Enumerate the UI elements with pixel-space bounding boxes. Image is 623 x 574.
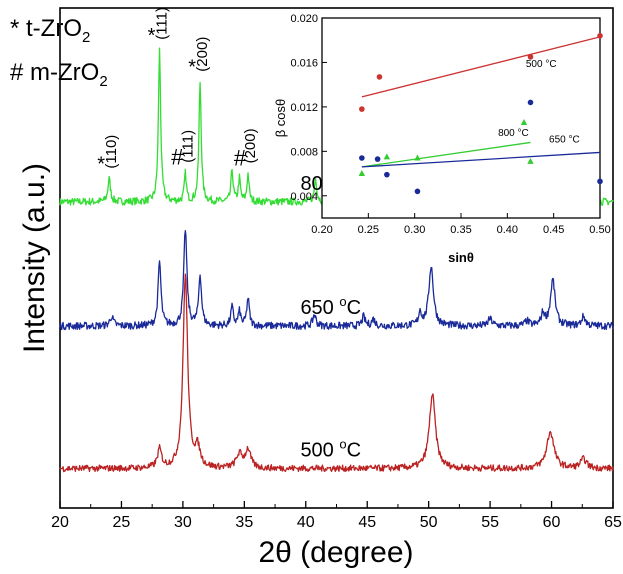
inset-y-tick-label-1: 0.008 [290,146,318,158]
inset-content: 500 °C 800 °C 650 °C [358,32,603,195]
series-curve-2 [59,273,614,473]
inset-fit-line-1 [361,141,531,168]
peak-marker-4: # [234,145,247,170]
inset-point [359,106,365,112]
inset-y-tick-label-3: 0.016 [290,57,318,69]
main-x-axis-title: 2θ (degree) [258,536,413,569]
inset-x-tick-label-2: 0.30 [404,224,425,236]
inset-point [520,118,528,125]
peak-hkl-1: (111) [154,7,171,40]
inset-y-tick-label-2: 0.012 [290,102,318,114]
inset-y-axis-title: β cosθ [273,99,288,138]
main-x-tick-label-4: 40 [297,514,315,531]
main-x-tick-label-7: 55 [481,514,499,531]
main-x-tick-label-5: 45 [358,514,376,531]
inset-fit-line-0 [361,36,601,98]
inset-axes: 0.20 0.25 0.30 0.35 0.40 0.45 0.50 0.004 0.008 0.… [290,13,610,236]
inset-point [374,156,381,162]
series-curve-1 [59,230,614,331]
main-x-tick-label-3: 35 [235,514,253,531]
inset-point [376,74,383,80]
peak-hkl-3: (200) [194,37,211,72]
peak-hkl-4: (200) [242,128,259,163]
inset-series-label-0: 500 °C [526,59,557,70]
inset-point [597,32,603,39]
peak-marker-2: # [171,145,184,170]
series-label-1: 650 oC [300,294,361,319]
legend-tzro2: * t-ZrO2 [10,15,90,46]
inset-point [384,171,390,178]
inset-point [358,170,366,177]
legend-mzro2: # m-ZrO2 [10,59,108,90]
peak-hkl-0: (110) [103,135,120,169]
peak-marker-0: * [97,154,105,176]
inset-point [527,157,534,164]
inset-point [359,155,365,161]
inset-point [597,178,603,185]
main-x-axis: 20 25 30 35 40 45 50 55 60 65 [51,501,622,531]
inset-point [383,153,391,160]
main-x-tick-label-8: 60 [543,514,561,531]
inset-frame [321,17,601,219]
main-y-axis-title: Intensity (a.u.) [18,163,51,353]
inset-point [527,99,534,106]
main-x-tick-label-2: 30 [174,514,192,531]
inset-point [414,188,421,195]
inset-series-label-2: 650 °C [549,134,580,145]
peak-marker-1: * [148,25,156,47]
main-x-tick-label-6: 50 [420,514,438,531]
inset-x-tick-label-5: 0.45 [543,224,564,236]
peak-hkl-2: (111) [179,130,196,163]
main-x-tick-label-1: 25 [113,514,131,531]
inset-x-tick-label-0: 0.20 [311,224,332,236]
inset-y-tick-label-4: 0.020 [290,13,318,25]
peak-marker-3: * [188,57,196,79]
inset-point [527,54,534,60]
inset-x-tick-label-4: 0.40 [497,224,518,236]
inset-x-tick-label-6: 0.50 [589,224,610,236]
inset-y-tick-label-0: 0.004 [290,191,318,203]
inset-fit-line-2 [361,151,601,168]
inset-x-axis-title: sinθ [448,250,474,265]
inset-series-label-1: 800 °C [498,128,529,139]
main-x-tick-label-0: 20 [51,514,69,531]
series-label-2: 500 oC [300,437,361,462]
main-x-tick-label-9: 65 [604,514,622,531]
inset-x-tick-label-1: 0.25 [358,224,379,236]
inset-point [414,154,421,161]
inset-x-tick-label-3: 0.35 [450,224,471,236]
